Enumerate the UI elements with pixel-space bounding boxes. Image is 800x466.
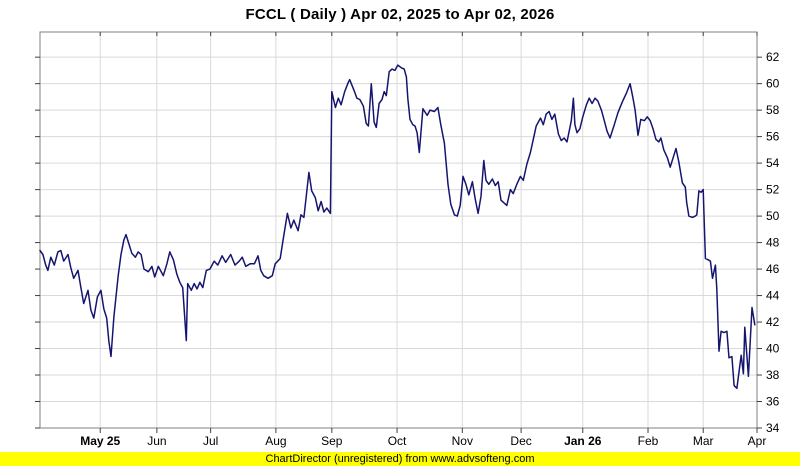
x-tick-label: Jun bbox=[147, 434, 166, 448]
x-tick-label: Aug bbox=[265, 434, 286, 448]
x-tick-label: May 25 bbox=[80, 434, 120, 448]
footer-text: ChartDirector (unregistered) from www.ad… bbox=[265, 453, 535, 465]
x-tick-label: Apr bbox=[748, 434, 767, 448]
y-tick-label: 58 bbox=[766, 103, 780, 117]
footer-banner: ChartDirector (unregistered) from www.ad… bbox=[0, 452, 800, 466]
x-tick-label: Jul bbox=[203, 434, 218, 448]
y-tick-label: 54 bbox=[766, 156, 780, 170]
y-tick-label: 52 bbox=[766, 183, 780, 197]
y-tick-label: 60 bbox=[766, 77, 780, 91]
x-tick-label: Nov bbox=[452, 434, 473, 448]
x-tick-label: Dec bbox=[510, 434, 531, 448]
y-tick-label: 46 bbox=[766, 262, 780, 276]
x-tick-label: Oct bbox=[388, 434, 407, 448]
y-tick-label: 38 bbox=[766, 368, 780, 382]
x-tick-label: Jan 26 bbox=[564, 434, 602, 448]
axis-ticks bbox=[35, 32, 762, 433]
y-tick-label: 48 bbox=[766, 236, 780, 250]
y-tick-label: 56 bbox=[766, 130, 780, 144]
y-tick-label: 42 bbox=[766, 315, 780, 329]
price-line bbox=[39, 64, 756, 390]
y-tick-label: 36 bbox=[766, 395, 780, 409]
gridlines bbox=[40, 32, 758, 429]
axis-labels: 34 36 38 40 42 44 46 48 50 52 54 56 58 60 62 May 25 Jun J… bbox=[80, 50, 779, 448]
plot-border bbox=[39, 31, 758, 429]
plot-border-rect bbox=[39, 31, 758, 429]
x-tick-label: Sep bbox=[321, 434, 343, 448]
price-chart: 34 36 38 40 42 44 46 48 50 52 54 56 58 60 62 May 25 Jun J… bbox=[35, 31, 780, 448]
x-tick-label: Feb bbox=[638, 434, 659, 448]
chart-title: FCCL ( Daily ) Apr 02, 2025 to Apr 02, 2… bbox=[245, 6, 555, 23]
x-tick-label: Mar bbox=[693, 434, 714, 448]
y-tick-label: 44 bbox=[766, 289, 780, 303]
price-series bbox=[39, 64, 756, 390]
y-tick-label: 62 bbox=[766, 50, 780, 64]
y-tick-label: 40 bbox=[766, 342, 780, 356]
y-tick-label: 50 bbox=[766, 209, 780, 223]
y-tick-label: 34 bbox=[766, 421, 780, 435]
